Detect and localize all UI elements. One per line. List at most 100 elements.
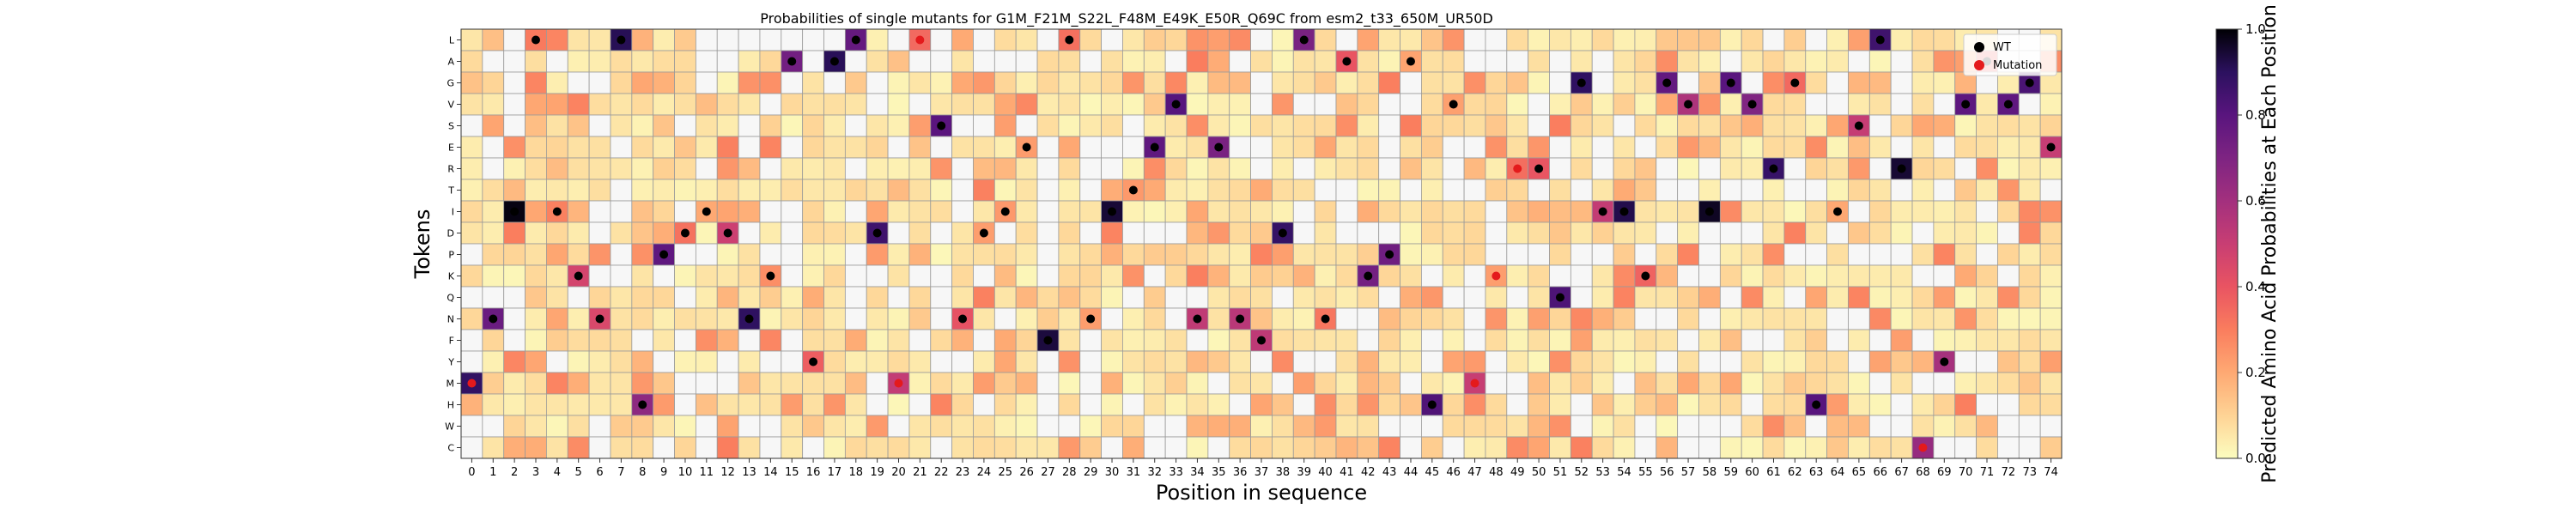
heatmap-cell [1058,50,1081,73]
heatmap-cell [525,157,547,180]
heatmap-cell [1186,372,1209,395]
heatmap-cell [823,71,846,94]
heatmap-cell [1122,93,1145,116]
heatmap-cell [1079,286,1103,309]
heatmap-cell [823,200,846,223]
heatmap-cell [610,372,633,395]
heatmap-cell [993,436,1017,459]
heatmap-cell [823,243,846,266]
heatmap-cell [866,307,889,330]
heatmap-cell [653,114,675,137]
heatmap-cell [866,436,889,459]
wt-marker [1747,100,1757,109]
heatmap-cell [866,93,889,116]
heatmap-cell [1613,393,1636,416]
heatmap-cell [738,286,761,309]
heatmap-cell [1805,307,1828,330]
heatmap-cell [1613,329,1636,352]
heatmap-cell [631,50,654,73]
heatmap-cell [1954,200,1977,223]
heatmap-cell [1101,157,1123,180]
heatmap-cell [1698,179,1721,202]
heatmap-cell [1890,372,1913,395]
heatmap-cell [610,221,633,245]
heatmap-cell [1442,243,1465,266]
heatmap-cell [1890,221,1913,245]
heatmap-cell [759,136,782,159]
heatmap-cell [674,415,696,438]
heatmap-cell [1783,243,1807,266]
heatmap-cell [460,221,483,245]
heatmap-cell [1826,71,1849,94]
heatmap-cell [1677,136,1699,159]
heatmap-cell [1848,157,1870,180]
heatmap-cell [1634,436,1657,459]
heatmap-cell [1463,243,1486,266]
heatmap-cell [802,286,824,309]
heatmap-cell [973,393,995,416]
x-tick-label: 16 [806,466,821,479]
heatmap-cell [588,50,611,73]
heatmap-cell [525,307,547,330]
heatmap-cell [1400,157,1422,180]
heatmap-cell [1677,221,1699,245]
heatmap-cell [1933,28,1956,52]
heatmap-cell [1079,221,1103,245]
heatmap-cell [1954,393,1977,416]
heatmap-cell [759,243,782,266]
heatmap-cell [716,329,739,352]
heatmap-cell [546,436,568,459]
heatmap-cell [1783,200,1807,223]
heatmap-cell [1485,157,1508,180]
heatmap-cell [781,329,804,352]
heatmap-cell [1164,71,1188,94]
heatmap-cell [1805,50,1828,73]
heatmap-cell [866,286,889,309]
heatmap-cell [1421,264,1443,288]
heatmap-cell [610,307,633,330]
heatmap-cell [1634,243,1657,266]
heatmap-cell [1805,200,1828,223]
heatmap-cell [2018,329,2041,352]
heatmap-cell [1186,179,1209,202]
heatmap-cell [759,114,782,137]
heatmap-cell [1954,329,1977,352]
heatmap-cell [866,264,889,288]
heatmap-cell [1528,93,1550,116]
heatmap-cell [1954,179,1977,202]
heatmap-cell [653,286,675,309]
heatmap-cell [695,28,718,52]
heatmap-cell [2018,393,2041,416]
heatmap-cell [1292,221,1315,245]
heatmap-cell [1036,50,1060,73]
heatmap-cell [567,436,590,459]
heatmap-cell [1314,436,1337,459]
heatmap-cell [631,71,654,94]
heatmap-cell [674,264,696,288]
heatmap-cell [1314,50,1337,73]
heatmap-cell [2018,286,2041,309]
heatmap-cell [460,200,483,223]
heatmap-cell [1463,307,1486,330]
heatmap-cell [716,28,739,52]
colorbar-tick-label: 0.8 [2245,107,2266,123]
heatmap-cell [1250,136,1273,159]
heatmap-cell [1058,286,1081,309]
heatmap-cell [1591,179,1614,202]
heatmap-cell [1656,136,1679,159]
heatmap-cell [1549,157,1571,180]
heatmap-cell [1207,436,1230,459]
heatmap-cell [1826,307,1849,330]
heatmap-cell [695,372,718,395]
heatmap-cell [1400,221,1422,245]
heatmap-cell [482,372,505,395]
heatmap-cell [1229,157,1251,180]
heatmap-cell [1549,329,1571,352]
heatmap-cell [823,28,846,52]
heatmap-cell [930,264,953,288]
heatmap-cell [887,243,910,266]
heatmap-cell [716,350,739,373]
heatmap-cell [887,329,910,352]
heatmap-cell [653,200,675,223]
heatmap-cell [759,179,782,202]
